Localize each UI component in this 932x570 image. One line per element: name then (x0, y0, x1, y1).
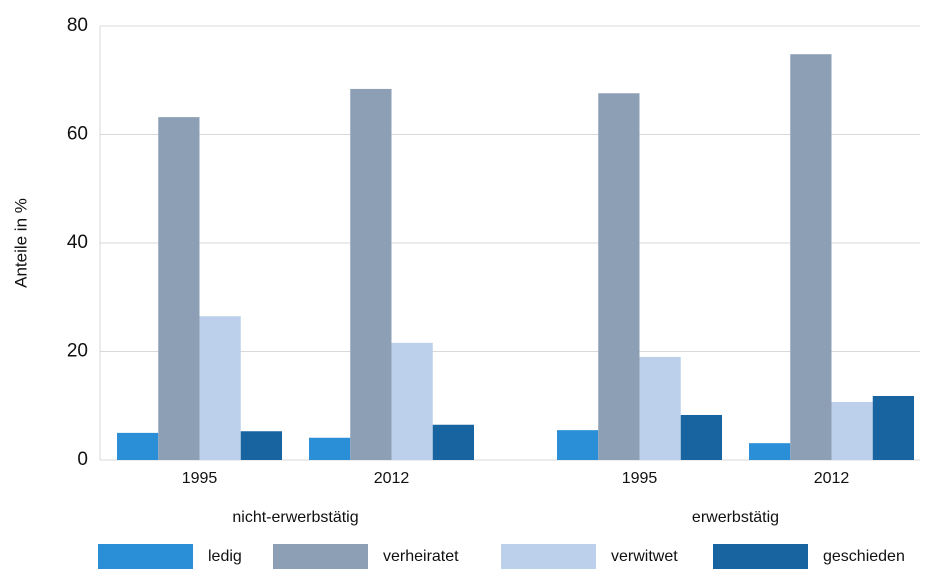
x-tick-label: 1995 (182, 470, 218, 487)
y-tick-label: 80 (67, 15, 88, 36)
bar (309, 437, 351, 460)
bar (598, 93, 640, 461)
bar (117, 432, 159, 460)
legend-swatch (713, 544, 808, 569)
legend-swatch (273, 544, 368, 569)
bar (790, 54, 832, 461)
legend-label: verwitwet (611, 548, 678, 565)
y-tick-label: 60 (67, 124, 88, 145)
group-label: nicht-erwerbstätig (232, 509, 358, 526)
bar (432, 424, 474, 460)
bar (199, 316, 241, 460)
legend-swatch (98, 544, 193, 569)
bar (557, 430, 599, 460)
bar (240, 431, 282, 460)
bar (350, 88, 392, 461)
y-tick-label: 40 (67, 232, 88, 253)
bar (680, 414, 722, 460)
group-label: erwerbstätig (692, 509, 779, 526)
y-axis-label: Anteile in % (11, 198, 30, 288)
bar (391, 342, 433, 460)
y-tick-label: 0 (77, 449, 88, 470)
x-tick-label: 1995 (622, 470, 658, 487)
bar (872, 395, 914, 460)
x-tick-label: 2012 (374, 470, 410, 487)
bar (639, 356, 681, 460)
legend-label: verheiratet (383, 548, 459, 565)
legend-label: geschieden (823, 548, 905, 565)
bar (158, 117, 200, 460)
legend-swatch (501, 544, 596, 569)
bar (749, 443, 791, 460)
legend-label: ledig (208, 548, 242, 565)
bar (831, 401, 873, 460)
y-tick-label: 20 (67, 341, 88, 362)
x-tick-label: 2012 (814, 470, 850, 487)
